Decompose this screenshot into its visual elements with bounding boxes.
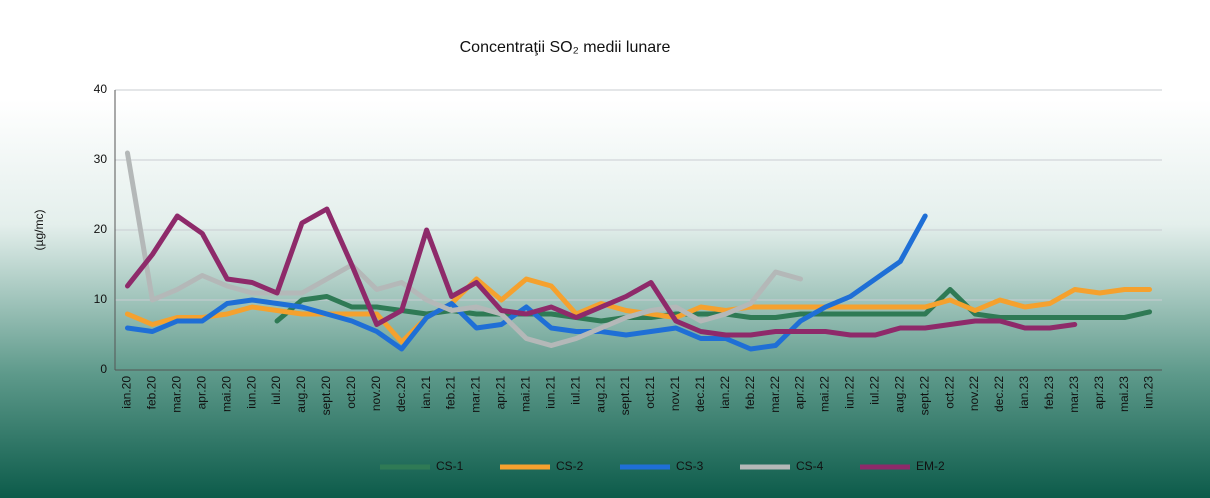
legend-label: CS-4 — [796, 459, 824, 473]
x-tick-label: feb.23 — [1042, 376, 1056, 410]
x-tick-label: sept.22 — [917, 376, 931, 416]
x-tick-label: apr.20 — [194, 376, 208, 410]
x-tick-label: ian.20 — [120, 376, 134, 409]
legend-label: CS-2 — [556, 459, 584, 473]
series-line — [274, 287, 1153, 324]
x-tick-label: dec.21 — [693, 376, 707, 412]
y-tick-label: 0 — [100, 362, 107, 376]
y-tick-label: 10 — [94, 292, 108, 306]
x-tick-label: apr.21 — [494, 376, 508, 410]
x-tick-label: apr.22 — [793, 376, 807, 410]
x-tick-label: aug.22 — [892, 376, 906, 413]
x-tick-label: apr.23 — [1092, 376, 1106, 410]
x-tick-label: mar.23 — [1067, 376, 1081, 413]
y-tick-label: 40 — [94, 82, 108, 96]
x-tick-label: sept.21 — [618, 376, 632, 416]
x-tick-label: mar.22 — [768, 376, 782, 413]
x-tick-label: dec.20 — [394, 376, 408, 412]
x-tick-label: mai.23 — [1117, 376, 1131, 412]
y-tick-label: 20 — [94, 222, 108, 236]
x-tick-label: iul.21 — [568, 376, 582, 405]
x-tick-label: iun.21 — [543, 376, 557, 409]
x-tick-label: aug.20 — [294, 376, 308, 413]
x-tick-label: mar.21 — [469, 376, 483, 413]
x-tick-label: ian.23 — [1017, 376, 1031, 409]
x-tick-label: oct.21 — [643, 376, 657, 409]
x-tick-label: nov.20 — [369, 376, 383, 411]
x-tick-label: feb.22 — [743, 376, 757, 410]
x-tick-label: feb.21 — [444, 376, 458, 410]
x-tick-label: iul.22 — [867, 376, 881, 405]
y-tick-label: 30 — [94, 152, 108, 166]
x-tick-label: mai.22 — [818, 376, 832, 412]
x-tick-label: nov.21 — [668, 376, 682, 411]
x-tick-label: aug.21 — [593, 376, 607, 413]
legend-label: CS-3 — [676, 459, 704, 473]
x-tick-label: dec.22 — [992, 376, 1006, 412]
legend-label: EM-2 — [916, 459, 945, 473]
series-line — [124, 150, 804, 348]
x-tick-label: mai.21 — [518, 376, 532, 412]
x-tick-label: iun.20 — [244, 376, 258, 409]
x-tick-label: iul.20 — [269, 376, 283, 405]
legend-label: CS-1 — [436, 459, 464, 473]
x-tick-label: feb.20 — [145, 376, 159, 410]
x-tick-label: oct.22 — [942, 376, 956, 409]
y-axis-label: (µg/mc) — [32, 210, 46, 251]
x-tick-label: iun.22 — [843, 376, 857, 409]
x-tick-label: nov.22 — [967, 376, 981, 411]
x-tick-label: sept.20 — [319, 376, 333, 416]
x-tick-label: mar.20 — [169, 376, 183, 413]
x-tick-label: ian.22 — [718, 376, 732, 409]
x-tick-label: iun.23 — [1142, 376, 1156, 409]
x-tick-label: ian.21 — [419, 376, 433, 409]
chart-title: Concentraţii SO₂ medii lunare — [460, 39, 671, 56]
x-tick-label: mai.20 — [219, 376, 233, 412]
x-tick-label: oct.20 — [344, 376, 358, 409]
series-line — [124, 206, 1078, 338]
